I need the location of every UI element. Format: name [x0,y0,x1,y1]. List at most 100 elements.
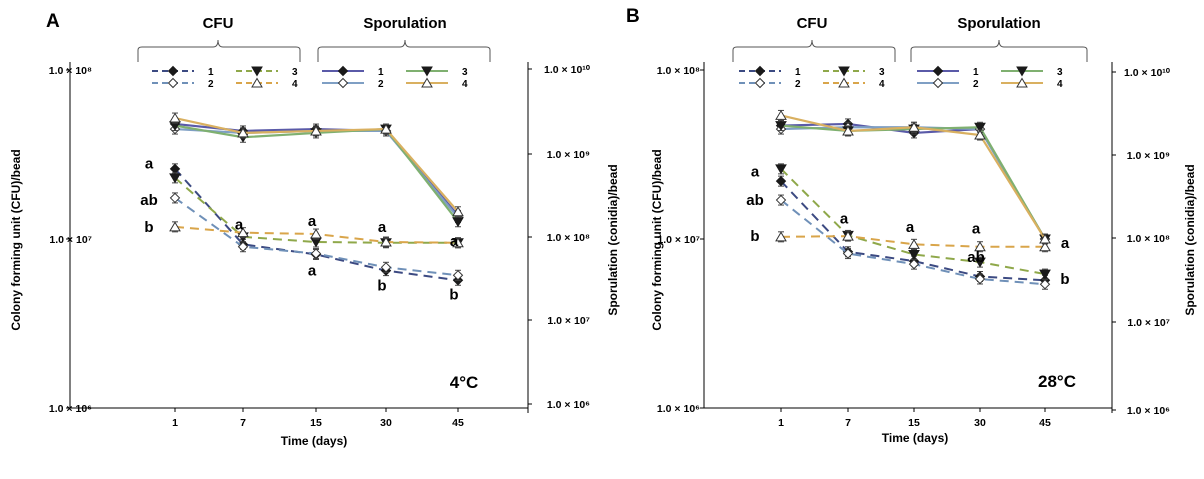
data-point [1039,269,1051,280]
significance-label: a [235,216,244,233]
legend-marker [167,65,179,77]
data-point [237,127,249,138]
y-axis-label-left: Colony forming unit (CFU)/bead [9,149,23,330]
legend-marker [251,66,263,77]
legend-label: 2 [973,79,979,90]
data-point [775,175,787,187]
y-axis-label-right: Sporulation (conidia)/bead [606,164,620,315]
x-tick-label: 1 [778,417,784,429]
legend-label: 3 [879,67,885,78]
group-label-sporulation: Sporulation [363,15,446,32]
legend-label: 3 [292,67,298,78]
data-point [452,237,464,248]
group-bracket [137,39,301,62]
legend-label: 2 [208,79,214,90]
series-line [174,177,458,244]
data-point [169,173,181,184]
legend-label: 1 [973,67,979,78]
y-tick-label-right: 1.0 × 10⁹ [547,149,590,161]
data-point [310,228,322,239]
legend-label: 1 [208,67,214,78]
legend-marker [337,77,349,89]
y-tick-label-left: 1.0 × 10⁸ [49,65,92,77]
y-tick-label-right: 1.0 × 10⁹ [1127,150,1170,162]
legend-label: 4 [879,79,885,90]
legend-marker [167,77,179,89]
data-point [775,231,787,242]
legend-label: 3 [462,67,468,78]
group-bracket [732,39,896,62]
x-tick-label: 30 [974,417,986,429]
y-tick-label-right: 1.0 × 10⁸ [1127,233,1170,245]
legend-label: 4 [462,79,468,90]
data-point [310,125,322,136]
significance-label: a [1061,235,1070,252]
y-tick-label-left: 1.0 × 10⁷ [49,234,92,246]
data-point [169,112,181,123]
significance-label: a [906,219,915,236]
data-point [1039,279,1051,290]
data-point [775,164,787,175]
significance-label: a [308,263,317,280]
data-point [974,241,986,252]
x-axis-label: Time (days) [281,434,347,448]
y-tick-label-right: 1.0 × 10¹⁰ [544,64,591,76]
x-tick-label: 30 [380,417,392,429]
data-point [775,121,787,132]
data-point [380,123,392,134]
legend-label: 1 [795,67,801,78]
data-point [908,238,920,249]
x-tick-label: 15 [310,417,322,429]
y-tick-label-right: 1.0 × 10⁷ [547,315,590,327]
data-point [974,257,986,268]
panel-letter: B [626,6,640,27]
legend-marker [838,77,850,88]
legend-marker [838,66,850,77]
legend-marker [754,77,766,89]
data-point [775,194,787,206]
data-point [908,258,920,270]
data-point [842,248,854,259]
data-point [237,227,249,238]
x-tick-label: 7 [240,417,246,429]
y-tick-label-right: 1.0 × 10⁶ [1127,405,1170,417]
legend-label: 1 [378,67,384,78]
series-line [174,127,459,219]
group-label-sporulation: Sporulation [957,15,1040,32]
legend-marker [932,77,944,89]
data-point [842,230,854,241]
legend-marker [1016,66,1028,77]
y-tick-label-right: 1.0 × 10¹⁰ [1124,67,1171,79]
y-tick-label-right: 1.0 × 10⁶ [547,399,590,411]
legend-label: 4 [1057,79,1063,90]
legend-marker [421,77,433,88]
series-line [174,124,459,223]
y-tick-label-left: 1.0 × 10⁷ [657,234,700,246]
significance-label: ab [967,249,985,266]
significance-label: b [377,278,386,295]
data-point [169,192,181,204]
group-label-cfu: CFU [203,15,234,32]
legend-marker [251,77,263,88]
legend-marker [1016,77,1028,88]
significance-label: a [378,219,387,236]
significance-label: b [750,228,759,245]
y-tick-label-right: 1.0 × 10⁷ [1127,317,1170,329]
significance-label: a [308,213,317,230]
x-axis-label: Time (days) [882,431,948,445]
y-axis-label-left: Colony forming unit (CFU)/bead [650,149,664,330]
y-tick-label-right: 1.0 × 10⁸ [547,232,590,244]
x-tick-label: 45 [452,417,464,429]
group-label-cfu: CFU [797,15,828,32]
significance-label: b [1060,271,1069,288]
significance-label: a [840,211,849,228]
data-point [452,206,464,217]
significance-label: a [145,155,154,172]
data-point [452,270,464,281]
data-point [452,217,464,228]
y-tick-label-left: 1.0 × 10⁶ [49,403,92,415]
significance-label: ab [746,192,764,209]
group-bracket [317,39,491,62]
series-line [780,180,1046,282]
